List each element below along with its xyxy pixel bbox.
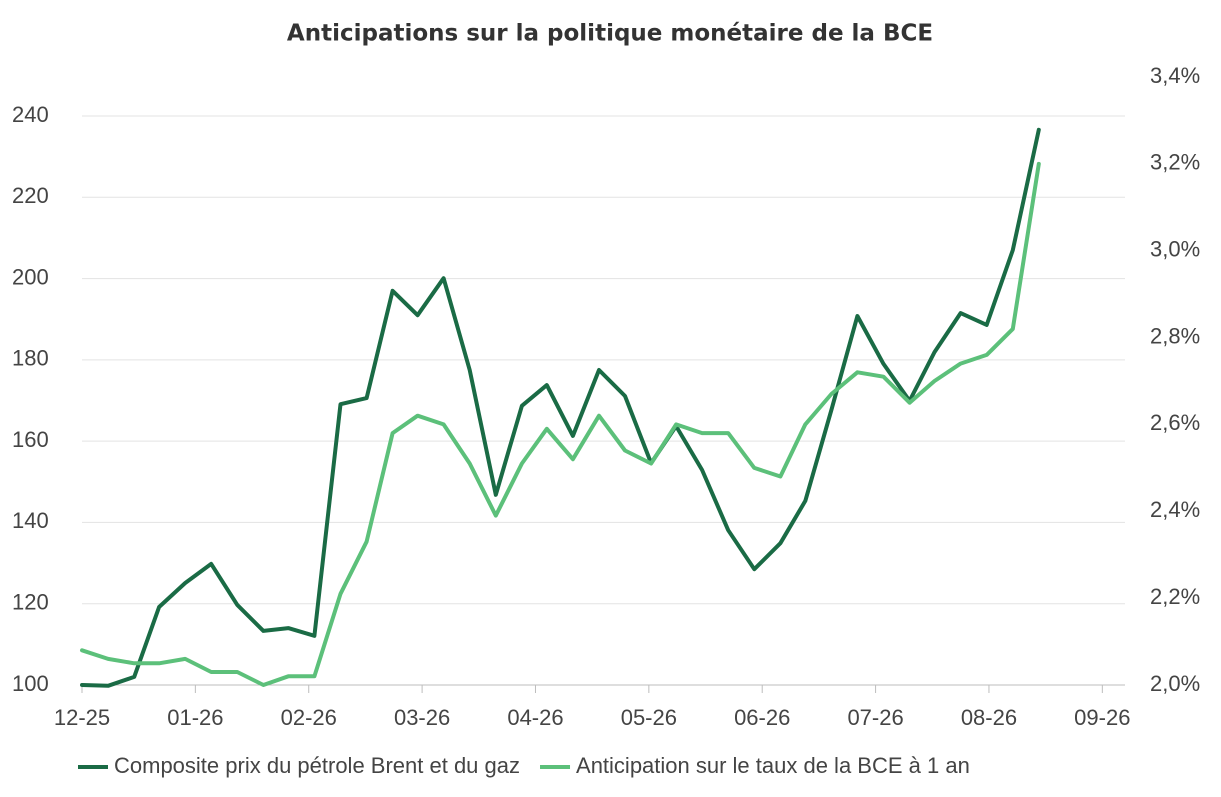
x-tick-label: 02-26 xyxy=(281,705,337,730)
x-tick-label: 09-26 xyxy=(1074,705,1130,730)
y-tick-label: 220 xyxy=(12,183,49,208)
y-tick-label: 120 xyxy=(12,590,49,615)
y2-tick-label: 3,0% xyxy=(1150,237,1200,262)
x-tick-label: 05-26 xyxy=(621,705,677,730)
legend-label: Anticipation sur le taux de la BCE à 1 a… xyxy=(576,753,970,778)
y-tick-label: 200 xyxy=(12,264,49,289)
y2-tick-label: 3,4% xyxy=(1150,63,1200,88)
y2-tick-label: 2,0% xyxy=(1150,671,1200,696)
series-line xyxy=(80,127,1041,688)
y-tick-label: 160 xyxy=(12,427,49,452)
y2-tick-label: 2,6% xyxy=(1150,410,1200,435)
legend-label: Composite prix du pétrole Brent et du ga… xyxy=(114,753,520,778)
chart-title: Anticipations sur la politique monétaire… xyxy=(287,21,933,47)
x-tick-label: 01-26 xyxy=(167,705,223,730)
y-tick-label: 100 xyxy=(12,671,49,696)
x-tick-label: 06-26 xyxy=(734,705,790,730)
y-tick-label: 180 xyxy=(12,346,49,371)
y2-tick-label: 2,8% xyxy=(1150,323,1200,348)
x-tick-label: 03-26 xyxy=(394,705,450,730)
series-line xyxy=(80,161,1041,687)
y-tick-label: 140 xyxy=(12,508,49,533)
y2-tick-label: 2,4% xyxy=(1150,497,1200,522)
y-tick-label: 240 xyxy=(12,102,49,127)
x-tick-label: 12-25 xyxy=(54,705,110,730)
y2-tick-label: 3,2% xyxy=(1150,150,1200,175)
x-tick-label: 08-26 xyxy=(961,705,1017,730)
x-tick-label: 07-26 xyxy=(847,705,903,730)
y2-tick-label: 2,2% xyxy=(1150,584,1200,609)
x-tick-label: 04-26 xyxy=(507,705,563,730)
